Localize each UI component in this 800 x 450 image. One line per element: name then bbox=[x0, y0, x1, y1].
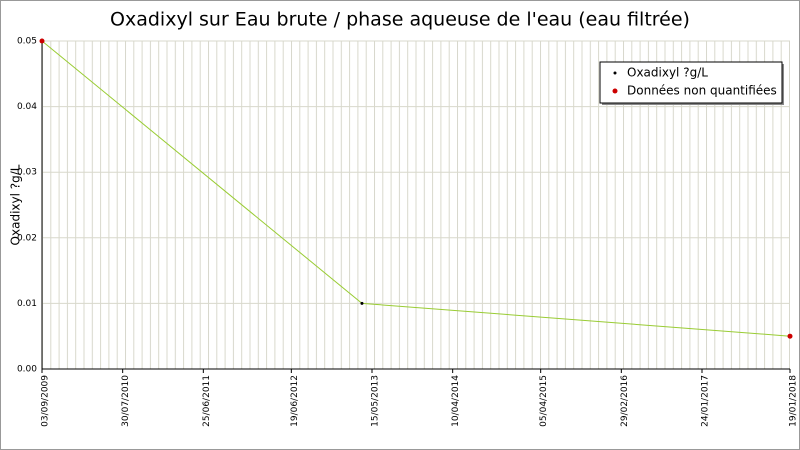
point bbox=[360, 301, 364, 305]
y-tick-label: 0.04 bbox=[17, 102, 37, 112]
y-tick-label: 0.02 bbox=[17, 233, 37, 243]
legend-label: Données non quantifiées bbox=[627, 84, 777, 98]
x-tick-label: 10/04/2014 bbox=[451, 375, 461, 427]
y-tick-label: 0.01 bbox=[17, 299, 37, 309]
y-axis-label: Oxadixyl ?g/L bbox=[9, 164, 23, 245]
x-tick-label: 24/01/2017 bbox=[701, 375, 711, 427]
x-tick-label: 25/06/2011 bbox=[202, 375, 212, 427]
y-tick-label: 0.05 bbox=[17, 37, 37, 47]
chart-title: Oxadixyl sur Eau brute / phase aqueuse d… bbox=[110, 9, 690, 31]
legend-marker bbox=[613, 71, 617, 75]
y-tick-label: 0.03 bbox=[17, 168, 37, 178]
x-tick-label: 15/05/2013 bbox=[371, 375, 381, 427]
x-tick-label: 30/07/2010 bbox=[121, 375, 131, 427]
legend bbox=[599, 61, 783, 104]
x-tick-label: 03/09/2009 bbox=[41, 375, 51, 427]
y-tick-label: 0.00 bbox=[17, 365, 37, 375]
x-tick-label: 29/02/2016 bbox=[620, 375, 630, 427]
legend-label: Oxadixyl ?g/L bbox=[627, 66, 708, 80]
x-tick-label: 05/04/2015 bbox=[539, 375, 549, 427]
x-tick-label: 19/01/2018 bbox=[789, 375, 799, 427]
x-tick-label: 19/06/2012 bbox=[290, 375, 300, 427]
legend-marker bbox=[612, 88, 618, 94]
point bbox=[787, 333, 793, 339]
point bbox=[39, 38, 45, 44]
